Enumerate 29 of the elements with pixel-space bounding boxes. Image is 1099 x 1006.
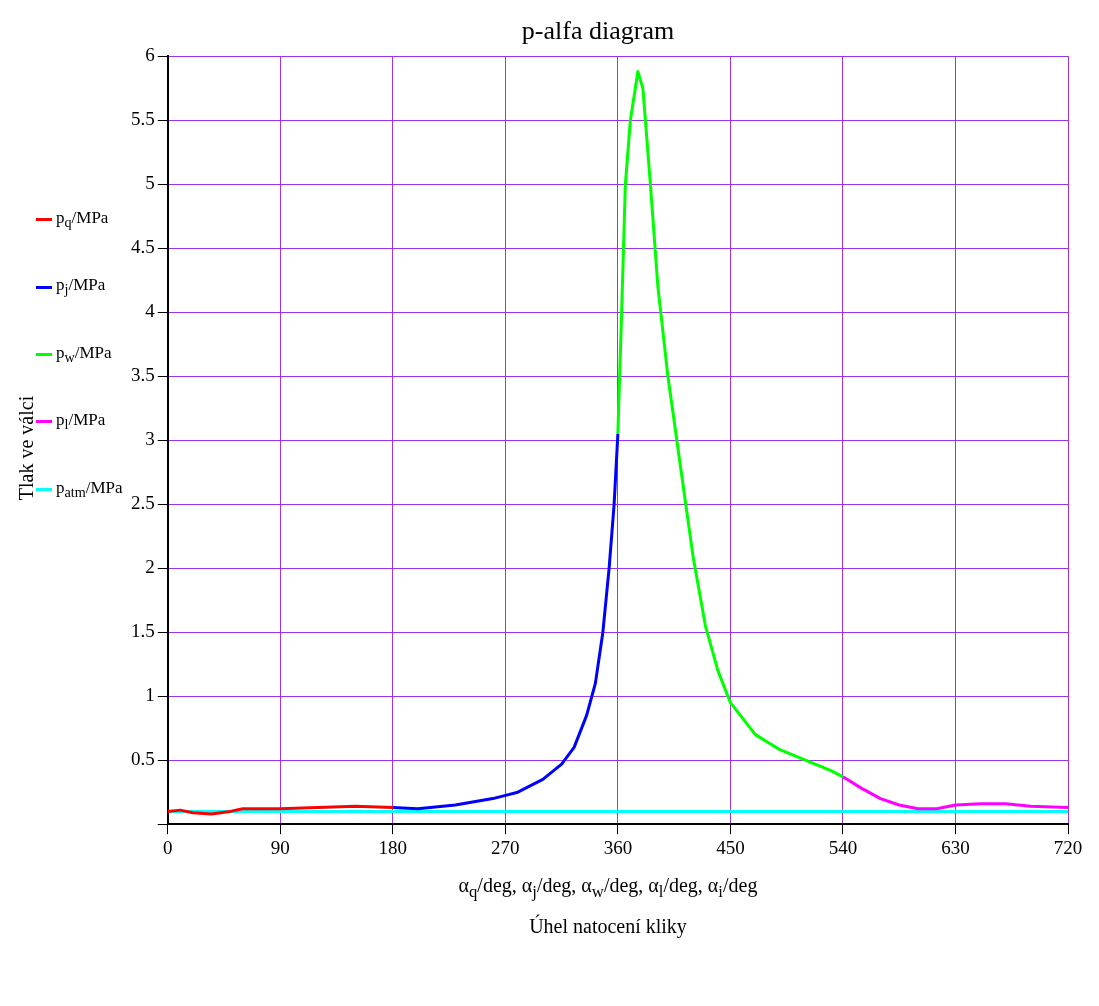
text: α$_{q}$/deg, α$_{j}$/deg, α$_{w}$/deg, α$_{l}$/deg, α$_{i}$/deg Úhel natocení kliky xyxy=(458,874,758,937)
chart-title: p-alfa diagram xyxy=(521,16,675,46)
x-tick-label: 360 xyxy=(603,836,633,858)
y-tick-label: 4 xyxy=(145,300,156,322)
y-tick-label: 1 xyxy=(145,684,155,706)
y-tick-label: 5 xyxy=(145,172,155,194)
legend-label: p$_{w}$/MPa xyxy=(56,342,112,367)
y-tick-label: 2 xyxy=(145,556,155,578)
y-tick-label: 1.5 xyxy=(131,620,155,642)
x-tick-label: 630 xyxy=(941,836,970,858)
x-tick-label: 90 xyxy=(270,836,290,858)
legend-label: p$_{q}$/MPa xyxy=(56,208,109,232)
y-tick-label: 3 xyxy=(145,428,155,450)
legend-label: p$_{j}$/MPa xyxy=(56,275,106,299)
legend-label: p$_{l}$/MPa xyxy=(56,410,106,434)
y-tick-label: 6 xyxy=(145,44,155,66)
legend-label: p$_{atm}$/MPa xyxy=(56,477,123,501)
x-tick-label: 720 xyxy=(1053,836,1083,858)
x-tick-label: 450 xyxy=(716,836,745,858)
y-tick-label: 0.5 xyxy=(131,748,155,770)
x-tick-label: 270 xyxy=(491,836,520,858)
y-tick-label: 2.5 xyxy=(131,492,155,514)
y-tick-label: 4.5 xyxy=(131,236,155,258)
x-tick-label: 540 xyxy=(828,836,858,858)
x-tick-label: 180 xyxy=(378,836,408,858)
x-tick-label: 0 xyxy=(163,836,173,858)
y-tick-label: 3.5 xyxy=(131,364,155,386)
y-tick-label: 5.5 xyxy=(131,108,155,130)
y-axis-title: Tlak ve válci xyxy=(14,395,38,501)
